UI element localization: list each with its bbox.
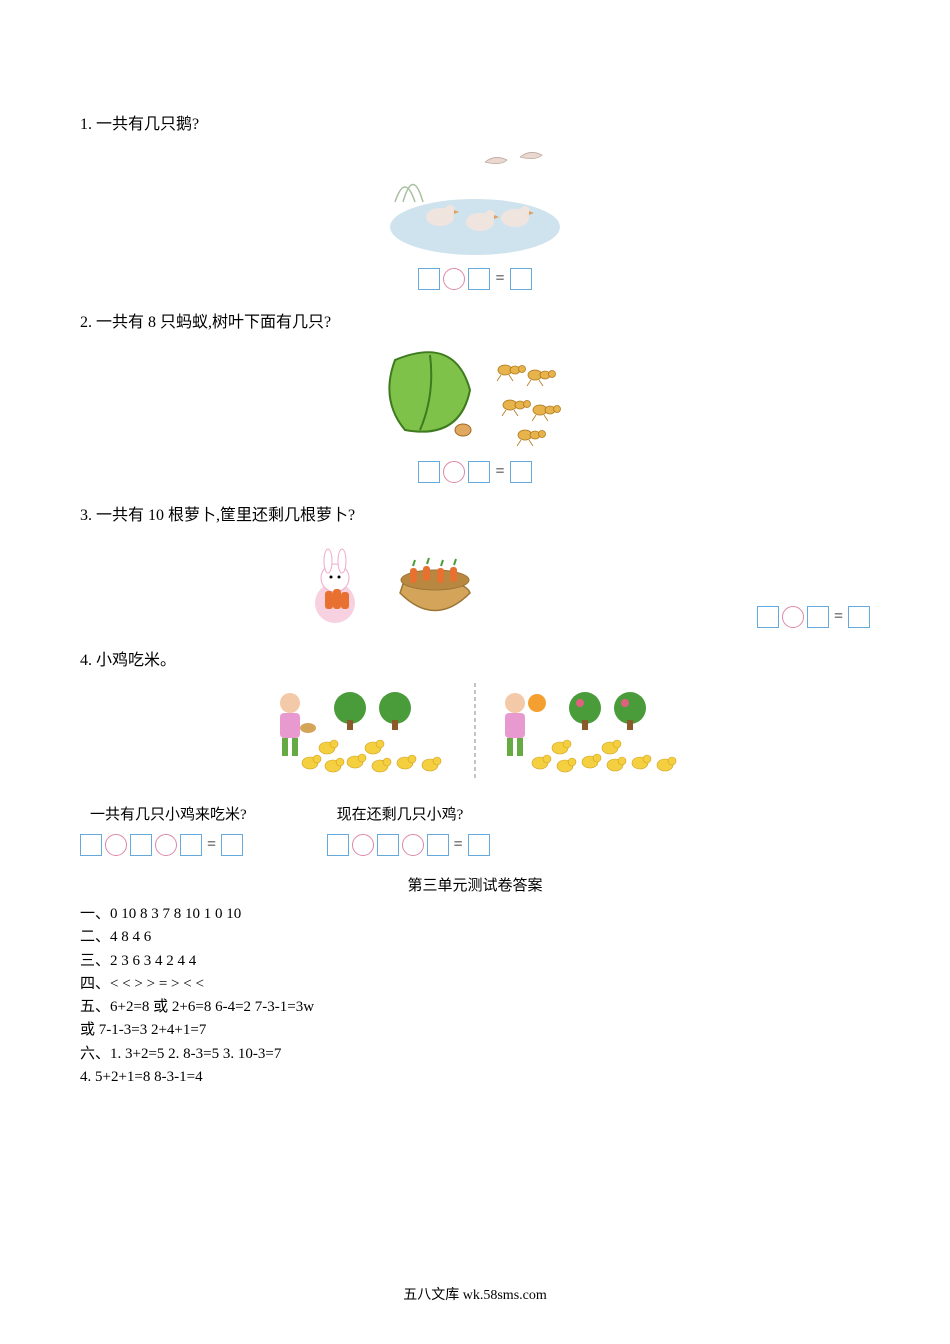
- answer-box[interactable]: [130, 834, 152, 856]
- answer-line: 一、0 10 8 3 7 8 10 1 0 10: [80, 903, 870, 926]
- answer-box[interactable]: [848, 606, 870, 628]
- answers-block: 一、0 10 8 3 7 8 10 1 0 10 二、4 8 4 6 三、2 3…: [80, 903, 870, 1089]
- q4-sub2-equation: =: [327, 834, 490, 856]
- question-4-text: 4. 小鸡吃米。: [80, 646, 870, 670]
- answers-title: 第三单元测试卷答案: [80, 874, 870, 895]
- answer-box[interactable]: [510, 268, 532, 290]
- answer-line: 五、6+2=8 或 2+6=8 6-4=2 7-3-1=3w: [80, 996, 870, 1019]
- equals-sign: =: [493, 463, 506, 481]
- question-1: 1. 一共有几只鹅? =: [80, 110, 870, 290]
- equals-sign: =: [205, 836, 218, 854]
- q2-equation: =: [418, 461, 531, 483]
- answer-box[interactable]: [418, 268, 440, 290]
- equals-sign: =: [452, 836, 465, 854]
- answer-box[interactable]: [418, 461, 440, 483]
- ants-leaf-image: [375, 340, 575, 455]
- question-4-image-wrap: [80, 678, 870, 793]
- question-2-image-wrap: =: [80, 340, 870, 483]
- answer-box[interactable]: [468, 834, 490, 856]
- answer-line: 或 7-1-3=3 2+4+1=7: [80, 1019, 870, 1042]
- question-1-image-wrap: =: [80, 142, 870, 290]
- q3-equation: =: [757, 606, 870, 628]
- rabbit-carrots-image: [295, 533, 525, 628]
- answer-line: 六、1. 3+2=5 2. 8-3=5 3. 10-3=7: [80, 1043, 870, 1066]
- question-1-text: 1. 一共有几只鹅?: [80, 110, 870, 134]
- operator-circle[interactable]: [782, 606, 804, 628]
- answer-box[interactable]: [468, 461, 490, 483]
- question-4: 4. 小鸡吃米。: [80, 646, 870, 856]
- answer-box[interactable]: [427, 834, 449, 856]
- chicks-image: [255, 678, 695, 793]
- q4-sub1: 一共有几只小鸡来吃米? =: [80, 803, 247, 856]
- question-3: 3. 一共有 10 根萝卜,筐里还剩几根萝卜?: [80, 501, 870, 628]
- answer-line: 4. 5+2+1=8 8-3-1=4: [80, 1066, 870, 1089]
- answer-box[interactable]: [807, 606, 829, 628]
- equals-sign: =: [493, 270, 506, 288]
- question-2-text: 2. 一共有 8 只蚂蚁,树叶下面有几只?: [80, 308, 870, 332]
- q1-equation: =: [418, 268, 531, 290]
- answer-box[interactable]: [221, 834, 243, 856]
- q4-sub2-text: 现在还剩几只小鸡?: [327, 803, 464, 824]
- page-footer: 五八文库 wk.58sms.com: [0, 1284, 950, 1304]
- question-2: 2. 一共有 8 只蚂蚁,树叶下面有几只? =: [80, 308, 870, 483]
- question-4-subquestions: 一共有几只小鸡来吃米? = 现在还剩几只小鸡? =: [80, 803, 870, 856]
- answer-line: 四、< < > > = > < <: [80, 973, 870, 996]
- operator-circle[interactable]: [155, 834, 177, 856]
- answer-box[interactable]: [327, 834, 349, 856]
- operator-circle[interactable]: [443, 461, 465, 483]
- question-3-text: 3. 一共有 10 根萝卜,筐里还剩几根萝卜?: [80, 501, 870, 525]
- q4-sub1-equation: =: [80, 834, 243, 856]
- answer-box[interactable]: [757, 606, 779, 628]
- operator-circle[interactable]: [402, 834, 424, 856]
- operator-circle[interactable]: [105, 834, 127, 856]
- answer-box[interactable]: [468, 268, 490, 290]
- q4-sub2: 现在还剩几只小鸡? =: [327, 803, 490, 856]
- geese-image: [385, 142, 565, 262]
- answer-box[interactable]: [377, 834, 399, 856]
- operator-circle[interactable]: [352, 834, 374, 856]
- question-3-row: =: [80, 533, 870, 628]
- equals-sign: =: [832, 608, 845, 626]
- operator-circle[interactable]: [443, 268, 465, 290]
- answer-line: 二、4 8 4 6: [80, 926, 870, 949]
- answer-box[interactable]: [180, 834, 202, 856]
- q4-sub1-text: 一共有几只小鸡来吃米?: [80, 803, 247, 824]
- answer-line: 三、2 3 6 3 4 2 4 4: [80, 950, 870, 973]
- answer-box[interactable]: [510, 461, 532, 483]
- answer-box[interactable]: [80, 834, 102, 856]
